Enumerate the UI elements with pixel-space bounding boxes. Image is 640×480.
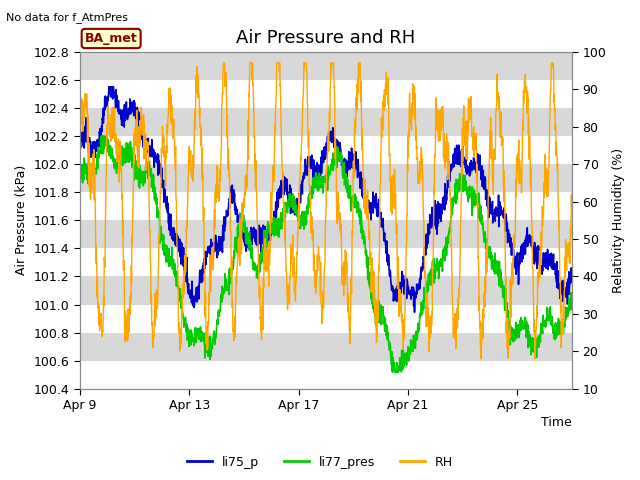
Bar [80,333,572,361]
Text: No data for f_AtmPres: No data for f_AtmPres [6,12,129,23]
Y-axis label: Air Pressure (kPa): Air Pressure (kPa) [15,165,28,276]
Bar [80,361,572,389]
Legend: li75_p, li77_pres, RH: li75_p, li77_pres, RH [182,451,458,474]
Bar [80,220,572,248]
Bar [80,276,572,304]
Bar [80,136,572,164]
Text: BA_met: BA_met [84,32,138,45]
Bar [80,248,572,276]
Title: Air Pressure and RH: Air Pressure and RH [236,29,415,48]
Bar [80,304,572,333]
Bar [80,52,572,80]
Bar [80,192,572,220]
Y-axis label: Relativity Humidity (%): Relativity Humidity (%) [612,148,625,293]
Bar [80,108,572,136]
Bar [80,80,572,108]
Text: Time: Time [541,416,572,429]
Bar [80,164,572,192]
